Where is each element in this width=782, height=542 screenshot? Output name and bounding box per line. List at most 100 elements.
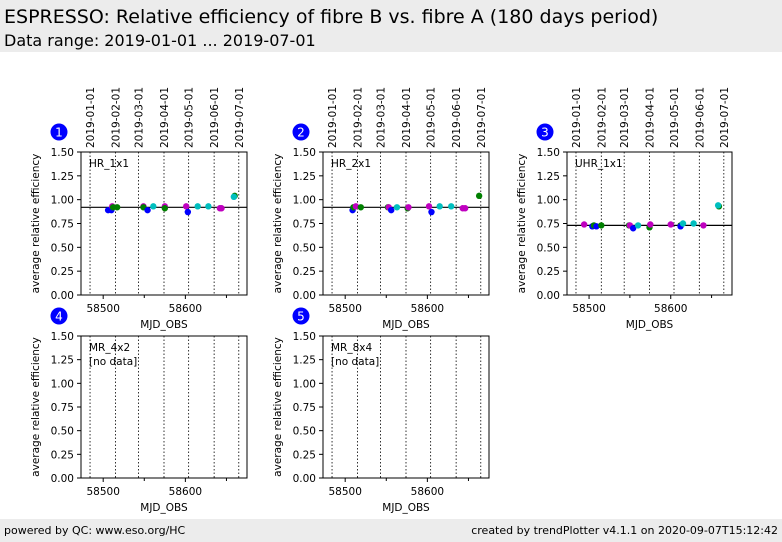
y-tick-label: 0.50 xyxy=(51,242,74,254)
x-axis-label: MJD_OBS xyxy=(382,319,430,331)
date-label: 2019-04-01 xyxy=(401,87,413,148)
panel-label: MR_8x4 xyxy=(331,342,372,354)
y-tick-label: 0.00 xyxy=(293,290,316,302)
data-point xyxy=(357,204,365,211)
data-point xyxy=(461,205,469,212)
y-tick-label: 1.00 xyxy=(537,195,560,207)
x-tick-label: 58600 xyxy=(169,486,202,498)
date-label: 2019-03-01 xyxy=(376,87,388,148)
data-point xyxy=(436,203,443,210)
x-tick-label: 58500 xyxy=(328,303,361,315)
panel-index-number: 3 xyxy=(541,126,549,140)
y-tick-label: 1.00 xyxy=(293,378,316,390)
data-point xyxy=(182,203,190,210)
data-point xyxy=(428,208,435,216)
y-axis-label: average relative efficiency xyxy=(30,154,42,294)
y-tick-label: 1.00 xyxy=(293,195,316,207)
data-point xyxy=(194,203,201,210)
date-label: 2019-03-01 xyxy=(619,87,631,148)
data-point xyxy=(580,221,588,228)
x-tick-label: 58600 xyxy=(411,303,444,315)
x-tick-label: 58600 xyxy=(654,303,687,315)
x-tick-label: 58600 xyxy=(169,303,202,315)
date-label: 2019-06-01 xyxy=(694,87,706,148)
data-point xyxy=(150,203,157,210)
y-tick-label: 0.25 xyxy=(293,449,316,461)
date-label: 2019-04-01 xyxy=(645,87,657,148)
date-label: 2019-02-01 xyxy=(596,87,608,148)
data-point xyxy=(144,206,151,214)
date-label: 2019-03-01 xyxy=(134,87,146,148)
y-axis-label: average relative efficiency xyxy=(272,337,284,477)
data-point xyxy=(598,222,605,229)
date-label: 2019-05-01 xyxy=(184,87,196,148)
date-label: 2019-05-01 xyxy=(669,87,681,148)
y-tick-label: 1.50 xyxy=(293,147,316,159)
y-tick-label: 0.00 xyxy=(51,473,74,485)
data-point xyxy=(714,202,722,209)
y-tick-label: 1.50 xyxy=(537,147,560,159)
chart-panel-4: 0.00 0.25 0.50 0.75 1.00 1.25 1.50 58500 58600 MJ… xyxy=(30,307,248,514)
date-label: 2019-07-01 xyxy=(719,87,731,148)
panel-index-number: 2 xyxy=(297,126,305,140)
y-axis-label: average relative efficiency xyxy=(272,154,284,294)
data-point xyxy=(184,208,192,216)
y-tick-label: 0.75 xyxy=(293,219,316,231)
panel-index-badge xyxy=(50,307,68,325)
date-label: 2019-05-01 xyxy=(426,87,438,148)
data-point xyxy=(425,203,433,210)
panel-index-number: 1 xyxy=(55,126,63,140)
no-data-label: [no data] xyxy=(331,356,379,368)
date-label: 2019-01-01 xyxy=(327,87,339,148)
chart-panel-3: 2019-01-01 2019-02-01 2019-03-01 2019-04-01… xyxy=(516,87,733,331)
y-tick-label: 1.50 xyxy=(51,331,74,343)
data-point xyxy=(393,204,401,211)
y-tick-label: 0.00 xyxy=(537,290,560,302)
chart-panel-2: 2019-01-01 2019-02-01 2019-03-01 2019-04-01… xyxy=(272,87,490,331)
x-axis-label: MJD_OBS xyxy=(140,502,188,514)
y-tick-label: 0.50 xyxy=(537,242,560,254)
panel-label: HR_1x1 xyxy=(89,158,129,170)
data-point xyxy=(218,205,225,212)
y-tick-label: 0.75 xyxy=(51,219,74,231)
panel-index-badge xyxy=(50,123,68,141)
date-label: 2019-04-01 xyxy=(159,87,171,148)
data-point xyxy=(113,204,121,211)
panel-index-number: 4 xyxy=(55,310,63,324)
y-axis-label: average relative efficiency xyxy=(516,154,528,294)
panel-label: UHR_1x1 xyxy=(575,158,623,170)
date-label: 2019-02-01 xyxy=(353,87,365,148)
data-point xyxy=(679,220,687,227)
y-tick-label: 1.50 xyxy=(51,147,74,159)
x-axis-label: MJD_OBS xyxy=(382,502,430,514)
panel-index-badge xyxy=(292,123,310,141)
y-tick-label: 0.25 xyxy=(537,266,560,278)
date-label: 2019-07-01 xyxy=(476,87,488,148)
date-label: 2019-06-01 xyxy=(209,87,221,148)
y-tick-label: 1.25 xyxy=(537,171,560,183)
y-tick-label: 1.50 xyxy=(293,331,316,343)
header-bar: ESPRESSO: Relative efficiency of fibre B… xyxy=(0,0,782,52)
chart-panel-1: 2019-01-01 2019-02-01 2019-03-01 2019-04-01… xyxy=(30,87,248,331)
x-tick-label: 58500 xyxy=(572,303,605,315)
y-tick-label: 0.25 xyxy=(293,266,316,278)
data-point xyxy=(230,193,238,201)
x-tick-label: 58500 xyxy=(328,486,361,498)
y-tick-label: 1.25 xyxy=(51,171,74,183)
y-tick-label: 1.25 xyxy=(293,355,316,367)
data-point xyxy=(405,204,412,211)
y-tick-label: 1.25 xyxy=(51,355,74,367)
no-data-label: [no data] xyxy=(89,356,137,368)
panel-label: HR_2x1 xyxy=(331,158,371,170)
data-point xyxy=(593,223,600,230)
panel-label: MR_4x2 xyxy=(89,342,130,354)
y-axis-label: average relative efficiency xyxy=(30,337,42,477)
data-point xyxy=(475,192,483,200)
x-tick-label: 58500 xyxy=(86,486,119,498)
x-axis-label: MJD_OBS xyxy=(140,319,188,331)
footer-created-by: created by trendPlotter v4.1.1 on 2020-0… xyxy=(471,524,778,537)
date-label: 2019-07-01 xyxy=(234,87,246,148)
y-tick-label: 0.00 xyxy=(293,473,316,485)
data-point xyxy=(647,221,654,228)
date-label: 2019-06-01 xyxy=(451,87,463,148)
